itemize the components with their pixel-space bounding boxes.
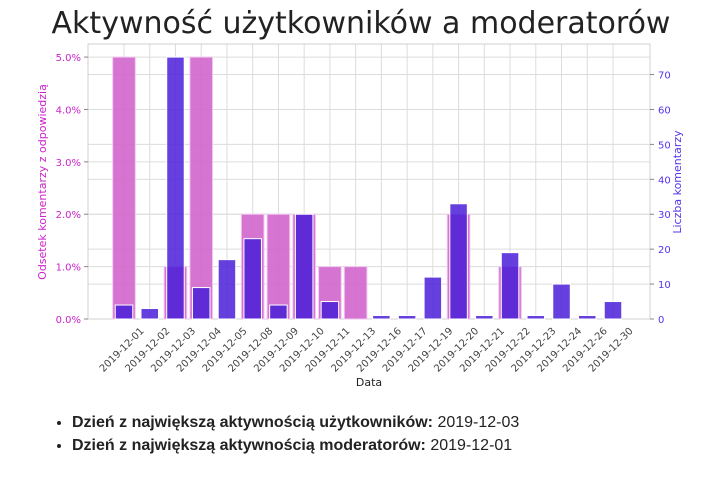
- summary-list: Dzień z największą aktywnością użytkowni…: [52, 414, 519, 460]
- bar-comment-count: [475, 315, 494, 320]
- bar-user-share: [343, 266, 368, 320]
- summary-users-value: 2019-12-03: [437, 414, 520, 431]
- bar-comment-count: [423, 276, 443, 320]
- bar-comment-count: [603, 301, 623, 320]
- tick-label-right: 40: [658, 175, 671, 186]
- bar-comment-count: [320, 301, 340, 320]
- tick-label-right: 30: [658, 210, 671, 221]
- bar-comment-count: [449, 203, 468, 320]
- bar-user-share: [112, 56, 136, 320]
- chart-title: Aktywność użytkowników a moderatorów: [51, 6, 671, 41]
- summary-mods-value: 2019-12-01: [430, 437, 513, 454]
- tick-label-right: 70: [658, 71, 671, 82]
- plot-frame: [87, 43, 651, 320]
- tick-label-right: 20: [658, 245, 671, 256]
- tick-label-right: 10: [658, 280, 671, 291]
- tick-label-left: 0.0%: [56, 315, 81, 326]
- bar-comment-count: [372, 315, 391, 320]
- tick-label-left: 3.0%: [56, 158, 81, 169]
- tick-label-left: 5.0%: [56, 53, 81, 64]
- summary-users-label: Dzień z największą aktywnością użytkowni…: [72, 414, 433, 431]
- summary-mods: Dzień z największą aktywnością moderator…: [72, 437, 519, 455]
- bar-comment-count: [243, 238, 262, 320]
- bar-comment-count: [140, 308, 159, 320]
- y-axis-label-left: Odsetek komentarzy z odpowiedzią: [36, 84, 49, 280]
- bar-comment-count: [294, 213, 314, 320]
- summary-mods-label: Dzień z największą aktywnością moderator…: [72, 437, 426, 454]
- tick-label-left: 4.0%: [56, 105, 81, 116]
- bar-comment-count: [500, 252, 520, 320]
- tick-label-left: 2.0%: [56, 210, 81, 221]
- bar-comment-count: [397, 315, 417, 320]
- bar-comment-count: [269, 304, 288, 320]
- bar-comment-count: [552, 283, 571, 320]
- bar-user-share: [266, 213, 291, 320]
- x-axis-label: Data: [356, 376, 382, 389]
- tick-label-right: 60: [658, 105, 671, 116]
- bar-comment-count: [526, 315, 546, 320]
- tick-label-left: 1.0%: [56, 263, 81, 274]
- bar-comment-count: [191, 287, 211, 320]
- summary-users: Dzień z największą aktywnością użytkowni…: [72, 414, 519, 432]
- tick-label-right: 50: [658, 140, 671, 151]
- y-axis-label-right: Liczba komentarzy: [671, 130, 684, 234]
- bar-user-share: [189, 56, 214, 320]
- chart: 0.0%1.0%2.0%3.0%4.0%5.0%0102030405060702…: [36, 43, 684, 389]
- bar-comment-count: [114, 304, 134, 320]
- bar-comment-count: [166, 56, 185, 320]
- bar-comment-count: [578, 315, 597, 320]
- bar-comment-count: [217, 259, 237, 320]
- tick-label-right: 0: [658, 315, 664, 326]
